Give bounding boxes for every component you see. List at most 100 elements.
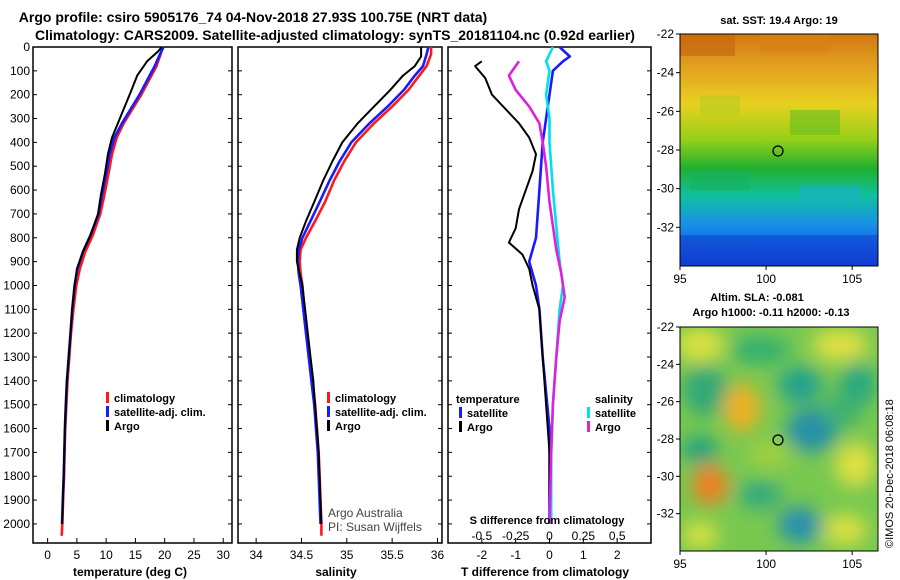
map-lat-tick-label: -22 [657, 27, 675, 41]
depth-tick-label: 1600 [3, 422, 30, 436]
legend-swatch-temp-argo [459, 421, 462, 432]
map-lon-tick-label: 95 [673, 557, 687, 571]
map-lat-tick-label: -32 [657, 507, 675, 521]
depth-tick-label: 100 [10, 64, 30, 78]
map-lat-tick-label: -32 [657, 220, 675, 234]
legend-swatch-temp-satellite [459, 407, 462, 418]
depth-tick-label: 1100 [4, 302, 30, 316]
top-axis-label: S difference from climatology [470, 515, 626, 527]
x-tick-label: 15 [129, 548, 143, 562]
map-lat-tick-label: -24 [657, 357, 675, 371]
depth-tick-label: 2000 [3, 517, 30, 531]
depth-tick-label: 1400 [3, 374, 30, 388]
legend-label-temp-argo: Argo [467, 422, 493, 434]
depth-tick-label: 200 [10, 88, 30, 102]
legend-swatch-satellite-adj [106, 406, 109, 417]
top-tick-label: 0.5 [609, 529, 626, 543]
legend-label-satellite-adj: satellite-adj. clim. [114, 407, 206, 419]
legend-swatch-sal-satellite [587, 407, 590, 418]
legend-swatch-climatology [327, 392, 330, 403]
legend-heading-temperature: temperature [456, 394, 520, 406]
depth-tick-label: 400 [10, 135, 30, 149]
x-tick-label: 5 [74, 548, 81, 562]
legend-swatch-sal-argo [587, 421, 590, 432]
x-tick-label: 34.5 [290, 548, 314, 562]
legend-heading-salinity: salinity [595, 394, 634, 406]
depth-tick-label: 300 [10, 112, 30, 126]
difference-legend: temperature satellite Argo salinity sate… [456, 394, 636, 434]
x-tick-label: 34 [249, 548, 263, 562]
x-tick-label: 20 [158, 548, 172, 562]
sla-map-title-2: Argo h1000: -0.11 h2000: -0.13 [692, 307, 849, 319]
title-line-1: Argo profile: csiro 5905176_74 04-Nov-20… [19, 9, 487, 25]
watermark: ©IMOS 20-Dec-2018 06:08:18 [884, 399, 896, 548]
depth-tick-label: 1900 [3, 493, 30, 507]
legend-label-sal-satellite: satellite [595, 408, 636, 420]
x-tick-label: 0 [546, 548, 553, 562]
map-lat-tick-label: -22 [657, 320, 675, 334]
x-tick-label: -2 [476, 548, 487, 562]
salinity-panel [237, 46, 443, 544]
map-lat-tick-label: -26 [657, 395, 675, 409]
sla-map [680, 327, 878, 551]
depth-tick-label: 800 [10, 231, 30, 245]
sla-float-marker [772, 434, 784, 446]
map-lat-tick-label: -30 [657, 182, 675, 196]
series-line-salinity-argo [507, 60, 567, 524]
map-lat-tick-label: -30 [657, 469, 675, 483]
x-tick-label: -1 [510, 548, 521, 562]
x-tick-label: 10 [99, 548, 113, 562]
salinity-xlabel: salinity [315, 565, 357, 579]
map-lon-tick-label: 105 [842, 272, 862, 286]
legend-label-climatology: climatology [335, 393, 397, 405]
salinity-series [295, 46, 433, 536]
map-lon-tick-label: 100 [756, 272, 776, 286]
series-line-argo [295, 47, 423, 524]
salinity-legend: climatology satellite-adj. clim. Argo [327, 392, 427, 433]
depth-tick-label: 900 [10, 255, 30, 269]
temperature-panel [32, 46, 233, 544]
sst-map [680, 34, 878, 266]
legend-swatch-argo [106, 420, 109, 431]
map-lat-tick-label: -28 [657, 143, 675, 157]
sst-float-marker [772, 145, 784, 157]
depth-tick-label: 0 [23, 40, 30, 54]
map-lat-tick-label: -28 [657, 432, 675, 446]
legend-label-argo: Argo [335, 421, 361, 433]
depth-tick-label: 600 [10, 183, 30, 197]
x-tick-label: 36 [431, 548, 445, 562]
sst-map-title: sat. SST: 19.4 Argo: 19 [720, 15, 838, 27]
legend-label-satellite-adj: satellite-adj. clim. [335, 407, 427, 419]
x-tick-label: 0 [44, 548, 51, 562]
credit-line-2: PI: Susan Wijffels [328, 520, 422, 534]
legend-label-climatology: climatology [114, 393, 176, 405]
temperature-legend: climatology satellite-adj. clim. Argo [106, 392, 206, 433]
title-line-2: Climatology: CARS2009. Satellite-adjuste… [35, 27, 635, 43]
sst-map-texture [680, 34, 878, 266]
map-lon-tick-label: 105 [842, 557, 862, 571]
sst-map-ticks: -22 -24 -26 -28 -30 -32 95 100 105 [657, 27, 863, 286]
x-tick-label: 35 [340, 548, 354, 562]
depth-tick-label: 1300 [3, 350, 30, 364]
depth-tick-label: 1500 [3, 398, 30, 412]
series-line-argo [61, 46, 163, 524]
map-lon-tick-label: 95 [673, 272, 687, 286]
top-axis-ticks: -0.5 -0.25 0 0.25 0.5 [471, 529, 625, 543]
top-tick-label: 0 [546, 529, 553, 543]
depth-tick-label: 1200 [3, 326, 30, 340]
temperature-xlabel: temperature (deg C) [73, 565, 187, 579]
legend-label-argo: Argo [114, 421, 140, 433]
top-tick-label: 0.25 [572, 529, 596, 543]
difference-xlabel: T difference from climatology [461, 565, 629, 579]
series-line-temperature-argo [474, 60, 551, 524]
legend-swatch-satellite-adj [327, 406, 330, 417]
x-tick-label: 30 [217, 548, 231, 562]
legend-swatch-argo [327, 420, 330, 431]
map-lon-tick-label: 100 [756, 557, 776, 571]
legend-swatch-climatology [106, 392, 109, 403]
depth-tick-label: 500 [10, 159, 30, 173]
depth-tick-label: 700 [10, 207, 30, 221]
legend-label-sal-argo: Argo [595, 422, 621, 434]
depth-tick-label: 1000 [3, 278, 30, 292]
